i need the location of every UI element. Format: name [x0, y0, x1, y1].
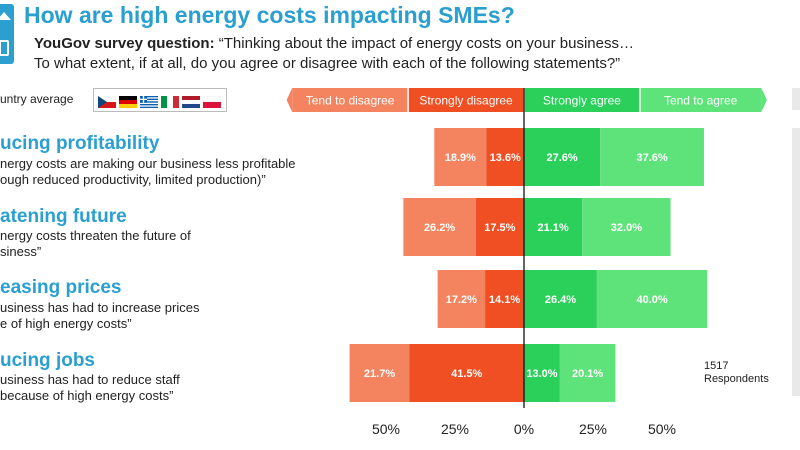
data-label-row0-seg2: 27.6%	[546, 152, 577, 164]
bar-row2-seg1	[485, 270, 524, 328]
flag-cz-icon[interactable]	[98, 95, 116, 108]
side-panel-header	[792, 88, 800, 110]
x-tick-label-1: 25%	[441, 421, 469, 437]
bar-row3-seg3	[559, 344, 616, 402]
flag-gr-icon[interactable]	[140, 95, 158, 108]
bar-row3-seg2	[524, 344, 560, 402]
bar-row1-seg2	[524, 198, 583, 256]
statement-desc-profitability-2: ough reduced productivity, limited produ…	[0, 172, 266, 187]
respondents-label: Respondents	[704, 373, 769, 385]
x-tick-label-4: 50%	[648, 421, 676, 437]
data-label-row3-seg1: 41.5%	[451, 368, 482, 380]
survey-question-text1: “Thinking about the impact of energy cos…	[218, 35, 634, 52]
survey-question-line1: YouGov survey question: “Thinking about …	[34, 35, 634, 52]
legend-label-3: Tend to agree	[664, 94, 738, 108]
data-label-row3-seg3: 20.1%	[572, 368, 603, 380]
data-label-row0-seg1: 13.6%	[490, 152, 521, 164]
legend-arrow-right-icon	[761, 88, 767, 112]
bar-row2-seg0	[437, 270, 486, 328]
legend-label-0: Tend to disagree	[306, 94, 395, 108]
statement-desc-future-2: siness”	[0, 244, 42, 259]
statement-desc-prices-1: usiness has had to increase prices	[0, 300, 200, 315]
legend-arrow-left-icon	[286, 88, 293, 112]
x-tick-label-2: 0%	[514, 421, 534, 437]
legend-swatch-3	[639, 88, 762, 112]
data-label-row3-seg2: 13.0%	[526, 368, 557, 380]
survey-question-label: YouGov survey question:	[34, 35, 215, 52]
bar-row3-seg1	[409, 344, 524, 402]
bar-row0-seg2	[524, 128, 601, 186]
side-panel	[792, 128, 800, 396]
legend-label-2: Strongly agree	[543, 94, 621, 108]
country-flags[interactable]	[93, 88, 227, 112]
legend-swatch-0	[292, 88, 409, 112]
legend-swatch-2	[524, 88, 640, 112]
survey-question-line2: To what extent, if at all, do you agree …	[34, 55, 621, 72]
statement-desc-profitability-1: nergy costs are making our business less…	[0, 156, 296, 171]
legend-swatch-1	[408, 88, 524, 112]
data-label-row0-seg0: 18.9%	[445, 152, 476, 164]
bar-row1-seg3	[582, 198, 671, 256]
statement-title-profitability: ucing profitability	[0, 133, 160, 154]
statement-desc-jobs-2: because of high energy costs”	[0, 388, 174, 403]
data-label-row1-seg1: 17.5%	[484, 222, 515, 234]
country-average-label: untry average	[0, 92, 74, 106]
data-label-row2-seg1: 14.1%	[489, 294, 520, 306]
data-label-row2-seg2: 26.4%	[545, 294, 576, 306]
data-label-row1-seg0: 26.2%	[424, 222, 455, 234]
x-tick-label-0: 50%	[372, 421, 400, 437]
data-label-row3-seg0: 21.7%	[364, 368, 395, 380]
flag-nl-icon[interactable]	[182, 95, 200, 108]
statement-title-future: atening future	[0, 206, 127, 227]
data-label-row2-seg0: 17.2%	[446, 294, 477, 306]
legend-label-1: Strongly disagree	[419, 94, 513, 108]
statement-desc-future-1: nergy costs threaten the future of	[0, 228, 191, 243]
statement-desc-jobs-1: usiness has had to reduce staff	[0, 372, 180, 387]
bar-row1-seg1	[475, 198, 524, 256]
page-title: How are high energy costs impacting SMEs…	[24, 2, 515, 28]
flag-it-icon[interactable]	[161, 95, 179, 108]
bar-row3-seg0	[349, 344, 410, 402]
data-label-row0-seg3: 37.6%	[636, 152, 667, 164]
bar-row0-seg1	[486, 128, 524, 186]
data-label-row2-seg3: 40.0%	[636, 294, 667, 306]
respondents-count: 1517	[704, 360, 729, 372]
logo-icon	[0, 4, 14, 64]
data-label-row1-seg3: 32.0%	[611, 222, 642, 234]
statement-desc-prices-2: e of high energy costs”	[0, 316, 132, 331]
respondents-note: 1517 Respondents	[704, 360, 769, 386]
bar-row2-seg3	[596, 270, 708, 328]
bar-row1-seg0	[403, 198, 476, 256]
bar-row2-seg2	[524, 270, 597, 328]
statement-title-prices: easing prices	[0, 277, 122, 298]
x-tick-label-3: 25%	[579, 421, 607, 437]
flag-de-icon[interactable]	[119, 95, 137, 108]
statement-title-jobs: ucing jobs	[0, 350, 95, 371]
bar-row0-seg0	[434, 128, 487, 186]
bar-row0-seg3	[600, 128, 704, 186]
data-label-row1-seg2: 21.1%	[538, 222, 569, 234]
